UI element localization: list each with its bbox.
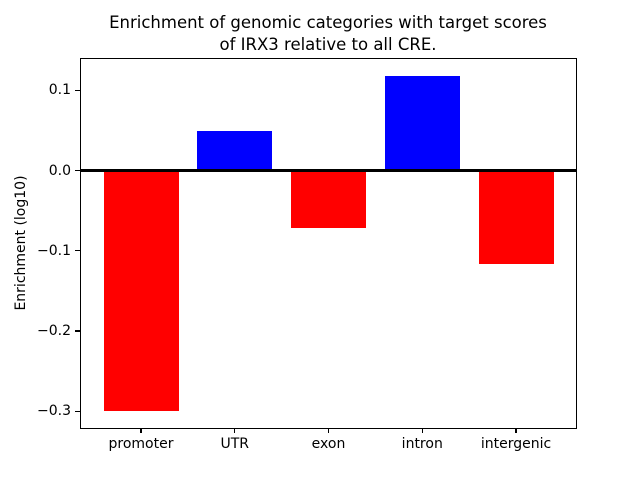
chart-title: Enrichment of genomic categories with ta…	[109, 13, 547, 54]
x-tick-label-intron: intron	[401, 436, 443, 452]
y-tick-label: −0.2	[37, 322, 71, 339]
x-tick-label-promoter: promoter	[108, 436, 174, 452]
x-tick	[234, 428, 236, 433]
plot-area: 0.1 0.0 −0.1 −0.2 −0.3 promoter UTR exon intron i…	[37, 58, 577, 452]
zero-line	[81, 169, 576, 172]
bar-intergenic	[478, 170, 554, 265]
x-tick-label-exon: exon	[311, 436, 346, 452]
x-tick	[140, 428, 142, 433]
bar-UTR	[197, 131, 273, 171]
y-tick-label: −0.1	[37, 242, 71, 259]
y-tick	[74, 89, 80, 91]
x-tick-label-UTR: UTR	[220, 436, 250, 452]
x-tick	[327, 428, 330, 433]
bar-promoter	[103, 170, 179, 412]
y-tick	[74, 169, 80, 172]
bar-intron	[384, 75, 460, 171]
x-tick	[515, 428, 517, 433]
y-tick	[74, 250, 80, 252]
bar-exon	[291, 170, 366, 229]
y-tick	[74, 410, 80, 412]
x-tick	[421, 428, 423, 433]
y-tick-label: 0.1	[48, 82, 71, 99]
y-tick	[74, 330, 80, 332]
y-tick-label: 0.0	[48, 162, 71, 179]
y-axis-label: Enrichment (log10)	[13, 175, 29, 311]
y-tick-label: −0.3	[37, 403, 71, 420]
x-tick-label-intergenic: intergenic	[480, 436, 552, 452]
